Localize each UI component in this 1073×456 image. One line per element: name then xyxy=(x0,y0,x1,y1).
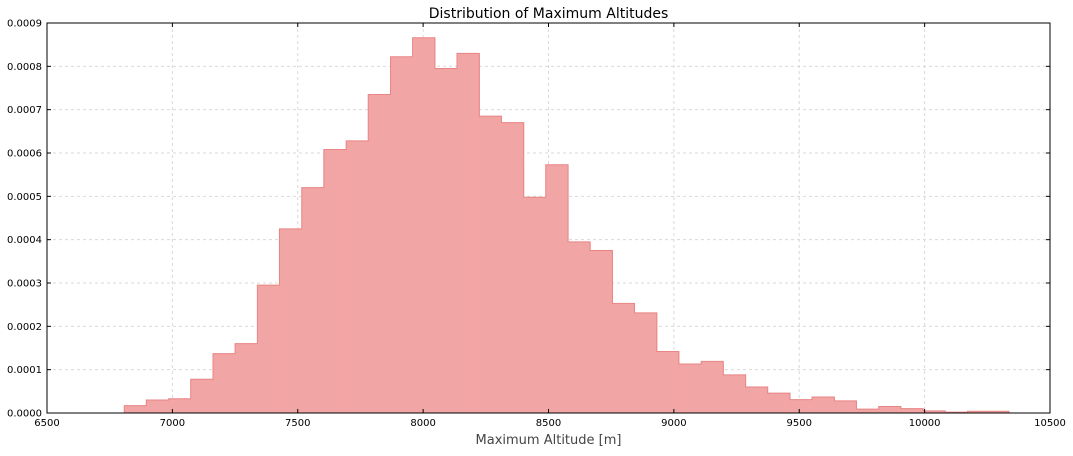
histogram-bar xyxy=(279,228,303,413)
x-axis-label: Maximum Altitude [m] xyxy=(476,433,622,448)
histogram-bar xyxy=(723,374,747,413)
histogram-bar xyxy=(900,408,924,413)
y-tick-label: 0.0000 xyxy=(7,409,42,420)
histogram-bar xyxy=(923,410,946,413)
y-tick-label: 0.0001 xyxy=(7,365,42,376)
x-tick-label: 8000 xyxy=(410,418,435,429)
histogram-bar xyxy=(989,411,1010,413)
histogram-bar xyxy=(346,140,369,413)
x-tick-label: 7000 xyxy=(160,418,185,429)
x-tick-label: 10500 xyxy=(1034,418,1066,429)
histogram-bar xyxy=(323,149,347,414)
histogram-bar xyxy=(634,312,658,413)
histogram-bar xyxy=(523,197,547,413)
histogram-bar xyxy=(789,399,813,413)
histogram-bar xyxy=(545,164,569,413)
y-tick-label: 0.0008 xyxy=(7,62,42,73)
histogram-bars xyxy=(124,37,1010,414)
histogram-bar xyxy=(568,241,591,413)
x-tick-label: 9000 xyxy=(661,418,686,429)
histogram-outline xyxy=(123,37,1010,413)
histogram-bar xyxy=(412,37,436,413)
histogram-bar xyxy=(456,53,480,413)
y-tick-label: 0.0005 xyxy=(7,192,42,203)
y-tick-label: 0.0003 xyxy=(7,279,42,290)
histogram-bar xyxy=(656,351,680,413)
axis-ticks: 6500 7000 7500 8000 8500 9000 9500 10000 10500 0.… xyxy=(7,19,1066,430)
histogram-bar xyxy=(967,411,991,413)
y-tick-label: 0.0006 xyxy=(7,149,42,160)
histogram-bar xyxy=(812,396,835,413)
histogram-bar xyxy=(301,187,325,413)
histogram-bar xyxy=(479,116,502,414)
histogram-bar xyxy=(390,56,414,414)
y-tick-label: 0.0007 xyxy=(7,105,42,116)
histogram-bar xyxy=(257,285,280,413)
histogram-bar xyxy=(235,343,258,413)
histogram-bar xyxy=(168,398,192,413)
histogram-bar xyxy=(767,393,791,413)
x-tick-label: 9500 xyxy=(787,418,812,429)
y-tick-label: 0.0002 xyxy=(7,322,42,333)
histogram-bar xyxy=(434,68,458,413)
histogram-bar xyxy=(190,379,214,413)
histogram-bar xyxy=(146,400,170,413)
histogram-bar xyxy=(745,387,769,413)
histogram-bar xyxy=(124,405,147,413)
chart-title: Distribution of Maximum Altitudes xyxy=(429,6,669,22)
x-tick-label: 6500 xyxy=(34,418,59,429)
x-tick-label: 7500 xyxy=(285,418,310,429)
y-tick-label: 0.0004 xyxy=(7,235,42,246)
histogram-bar xyxy=(678,364,702,413)
histogram-bar xyxy=(501,122,525,414)
histogram-bar xyxy=(590,250,613,413)
histogram-bar xyxy=(834,400,857,413)
histogram-bar xyxy=(612,303,636,413)
histogram-bar xyxy=(368,94,392,413)
histogram-bar xyxy=(701,361,724,413)
y-tick-label: 0.0009 xyxy=(7,19,42,30)
x-tick-label: 8500 xyxy=(536,418,561,429)
histogram-bar xyxy=(878,406,902,413)
x-tick-label: 10000 xyxy=(909,418,941,429)
histogram-bar xyxy=(856,409,880,413)
histogram-bar xyxy=(212,353,236,413)
